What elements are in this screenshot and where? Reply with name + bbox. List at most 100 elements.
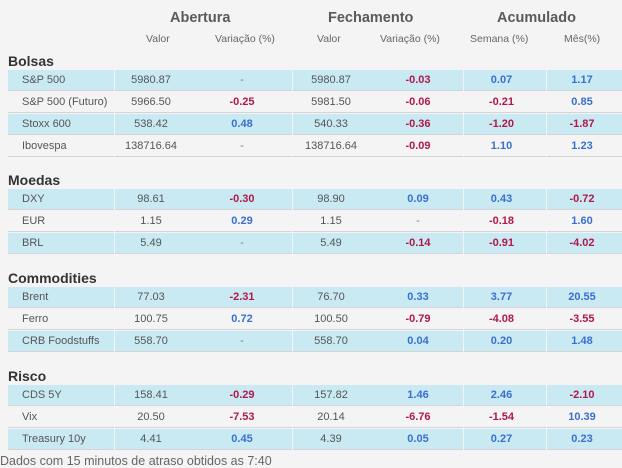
abertura-variacao-cell: -2.31 (229, 291, 255, 303)
mes-cell: 1.48 (571, 335, 593, 347)
column-divider (292, 92, 293, 113)
row-divider (8, 449, 622, 450)
column-divider (114, 429, 115, 450)
table-row-ibovespa: Ibovespa 138716.64 - 138716.64 -0.09 1.10 1.23 (8, 136, 622, 157)
column-header-mes: Mês(%) (564, 33, 601, 45)
table-row-brl: BRL 5.49 - 5.49 -0.14 -0.91 -4.02 (8, 233, 622, 254)
row-label: S&P 500 (Futuro) (22, 96, 108, 108)
column-divider (292, 407, 293, 428)
fechamento-variacao-cell: -0.09 (405, 140, 431, 152)
column-divider (463, 407, 464, 428)
row-divider (8, 427, 622, 428)
column-divider (114, 407, 115, 428)
row-label: Vix (22, 411, 38, 423)
abertura-variacao-cell: - (240, 237, 244, 249)
row-label: Brent (22, 291, 49, 303)
abertura-variacao-cell: 0.45 (231, 433, 253, 445)
column-divider (292, 211, 293, 232)
fechamento-variacao-cell: - (416, 215, 420, 227)
fechamento-valor-cell: 20.14 (317, 411, 345, 423)
row-label: Ibovespa (22, 140, 67, 152)
abertura-valor-cell: 98.61 (137, 193, 165, 205)
column-divider (292, 114, 293, 135)
column-divider (463, 211, 464, 232)
column-divider (463, 92, 464, 113)
abertura-variacao-cell: - (240, 74, 244, 86)
header-group-abertura: Abertura (170, 10, 231, 26)
row-label: Stoxx 600 (22, 118, 71, 130)
semana-cell: 0.43 (490, 193, 513, 205)
column-divider (292, 233, 293, 254)
column-divider (546, 92, 547, 113)
fechamento-variacao-cell: -0.03 (405, 74, 431, 86)
semana-cell: 3.77 (490, 291, 513, 303)
abertura-valor-cell: 158.41 (134, 389, 168, 401)
column-divider (114, 331, 115, 352)
table-row-sandp-500-futuro: S&P 500 (Futuro) 5966.50 -0.25 5981.50 -0.06… (8, 92, 622, 113)
table-row-stoxx-600: Stoxx 600 538.42 0.48 540.33 -0.36 -1.20 -1.87 (8, 114, 622, 135)
column-divider (292, 70, 293, 91)
semana-cell: -1.54 (488, 411, 515, 423)
column-divider (292, 429, 293, 450)
mes-cell: 10.39 (568, 411, 596, 423)
mes-cell: 1.17 (571, 74, 593, 86)
column-divider (546, 233, 547, 254)
column-divider (292, 136, 293, 157)
row-divider (8, 134, 622, 135)
column-divider (546, 114, 547, 135)
fechamento-variacao-cell: 1.46 (407, 389, 429, 401)
column-divider (463, 136, 464, 157)
row-divider (8, 156, 622, 157)
column-divider (546, 385, 547, 406)
column-divider (463, 385, 464, 406)
fechamento-variacao-cell: -6.76 (405, 411, 431, 423)
row-divider (8, 112, 622, 113)
table-row-ferro: Ferro 100.75 0.72 100.50 -0.79 -4.08 -3.55 (8, 309, 622, 330)
abertura-variacao-cell: 0.72 (231, 313, 253, 325)
fechamento-valor-cell: 157.82 (314, 389, 348, 401)
abertura-variacao-cell: -0.30 (229, 193, 255, 205)
column-divider (114, 189, 115, 210)
mes-cell: 1.60 (571, 215, 593, 227)
row-divider (8, 90, 622, 91)
column-divider (114, 233, 115, 254)
column-divider (114, 70, 115, 91)
fechamento-valor-cell: 4.39 (320, 433, 342, 445)
header-group-acumulado: Acumulado (497, 10, 576, 26)
abertura-variacao-cell: -0.25 (229, 96, 255, 108)
semana-cell: -0.18 (488, 215, 515, 227)
abertura-valor-cell: 4.41 (140, 433, 162, 445)
table-row-cds-5y: CDS 5Y 158.41 -0.29 157.82 1.46 2.46 -2.10 (8, 385, 622, 406)
fechamento-variacao-cell: 0.04 (407, 335, 429, 347)
semana-cell: -1.20 (488, 118, 515, 130)
table-row-eur: EUR 1.15 0.29 1.15 - -0.18 1.60 (8, 211, 622, 232)
fechamento-valor-cell: 558.70 (314, 335, 348, 347)
table-row-crb-foodstuffs: CRB Foodstuffs 558.70 - 558.70 0.04 0.20 1.48 (8, 331, 622, 352)
abertura-variacao-cell: - (240, 140, 244, 152)
section-title-bolsas: Bolsas (8, 53, 54, 69)
abertura-valor-cell: 5966.50 (131, 96, 171, 108)
abertura-valor-cell: 20.50 (137, 411, 165, 423)
mes-cell: 0.85 (571, 96, 593, 108)
row-label: CRB Foodstuffs (22, 335, 100, 347)
fechamento-valor-cell: 5.49 (320, 237, 342, 249)
semana-cell: 2.46 (490, 389, 513, 401)
column-divider (463, 114, 464, 135)
fechamento-variacao-cell: -0.36 (405, 118, 431, 130)
semana-cell: 0.20 (490, 335, 513, 347)
fechamento-variacao-cell: -0.06 (405, 96, 431, 108)
mes-cell: 1.23 (571, 140, 593, 152)
abertura-valor-cell: 100.75 (134, 313, 168, 325)
fechamento-valor-cell: 76.70 (317, 291, 345, 303)
column-divider (114, 211, 115, 232)
abertura-valor-cell: 138716.64 (125, 140, 177, 152)
column-divider (463, 309, 464, 330)
column-divider (546, 70, 547, 91)
table-row-brent: Brent 77.03 -2.31 76.70 0.33 3.77 20.55 (8, 287, 622, 308)
column-divider (292, 287, 293, 308)
fechamento-valor-cell: 138716.64 (305, 140, 357, 152)
column-divider (546, 287, 547, 308)
abertura-variacao-cell: - (240, 335, 244, 347)
fechamento-valor-cell: 540.33 (314, 118, 348, 130)
column-divider (463, 429, 464, 450)
